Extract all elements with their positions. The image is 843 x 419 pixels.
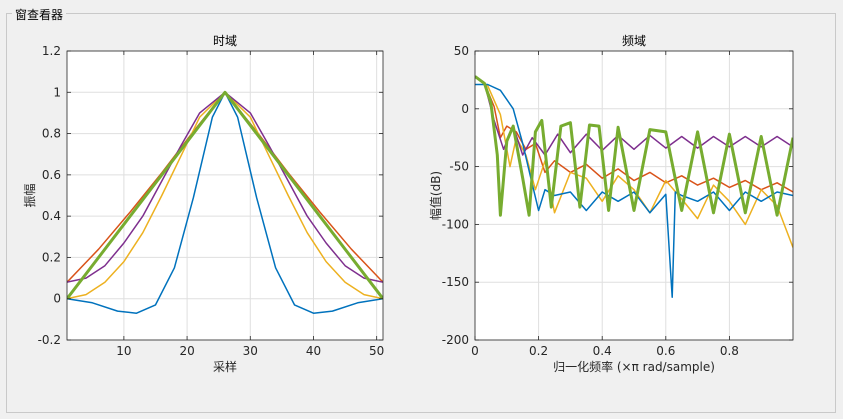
plot-area (475, 51, 793, 340)
y-axis-label: 振幅 (22, 183, 37, 207)
y-tick-label: 50 (454, 44, 469, 58)
y-tick-label: 0 (461, 102, 469, 116)
panel-title: 窗查看器 (12, 6, 67, 23)
plot-area (67, 51, 383, 340)
y-tick-label: 1 (53, 85, 61, 99)
series-line-5 (475, 75, 793, 217)
x-tick-label: 10 (116, 344, 131, 358)
y-tick-label: -0.2 (38, 333, 61, 347)
chart-title: 时域 (213, 34, 237, 48)
x-tick-label: 0.6 (656, 344, 675, 358)
series-group (67, 90, 383, 314)
x-tick-label: 0.8 (720, 344, 739, 358)
x-tick-label: 30 (243, 344, 258, 358)
x-tick-label: 50 (369, 344, 384, 358)
y-tick-label: 0.2 (42, 250, 61, 264)
x-tick-label: 0.4 (593, 344, 612, 358)
y-tick-label: -50 (449, 160, 469, 174)
y-tick-label: 0.4 (42, 209, 61, 223)
window-viewer-panel (6, 13, 836, 413)
series-line-2 (475, 75, 793, 193)
chart-title: 频域 (622, 34, 646, 48)
series-group (475, 75, 793, 298)
y-tick-label: -100 (442, 217, 469, 231)
y-tick-label: 0 (53, 292, 61, 306)
x-tick-label: 0 (471, 344, 479, 358)
y-tick-label: -150 (442, 275, 469, 289)
series-line-5 (67, 90, 383, 300)
x-tick-label: 40 (306, 344, 321, 358)
axes-box (474, 50, 794, 341)
y-tick-label: -200 (442, 333, 469, 347)
x-axis-label: 采样 (213, 359, 237, 374)
series-line-1 (475, 83, 793, 298)
y-tick-label: 1.2 (42, 44, 61, 58)
axes-box (66, 50, 384, 341)
y-axis-label: 幅值(dB) (428, 171, 443, 220)
x-tick-label: 0.2 (529, 344, 548, 358)
x-axis-label: 归一化频率 (×π rad/sample) (553, 359, 715, 374)
x-tick-label: 20 (179, 344, 194, 358)
y-tick-label: 0.6 (42, 168, 61, 182)
y-tick-label: 0.8 (42, 127, 61, 141)
